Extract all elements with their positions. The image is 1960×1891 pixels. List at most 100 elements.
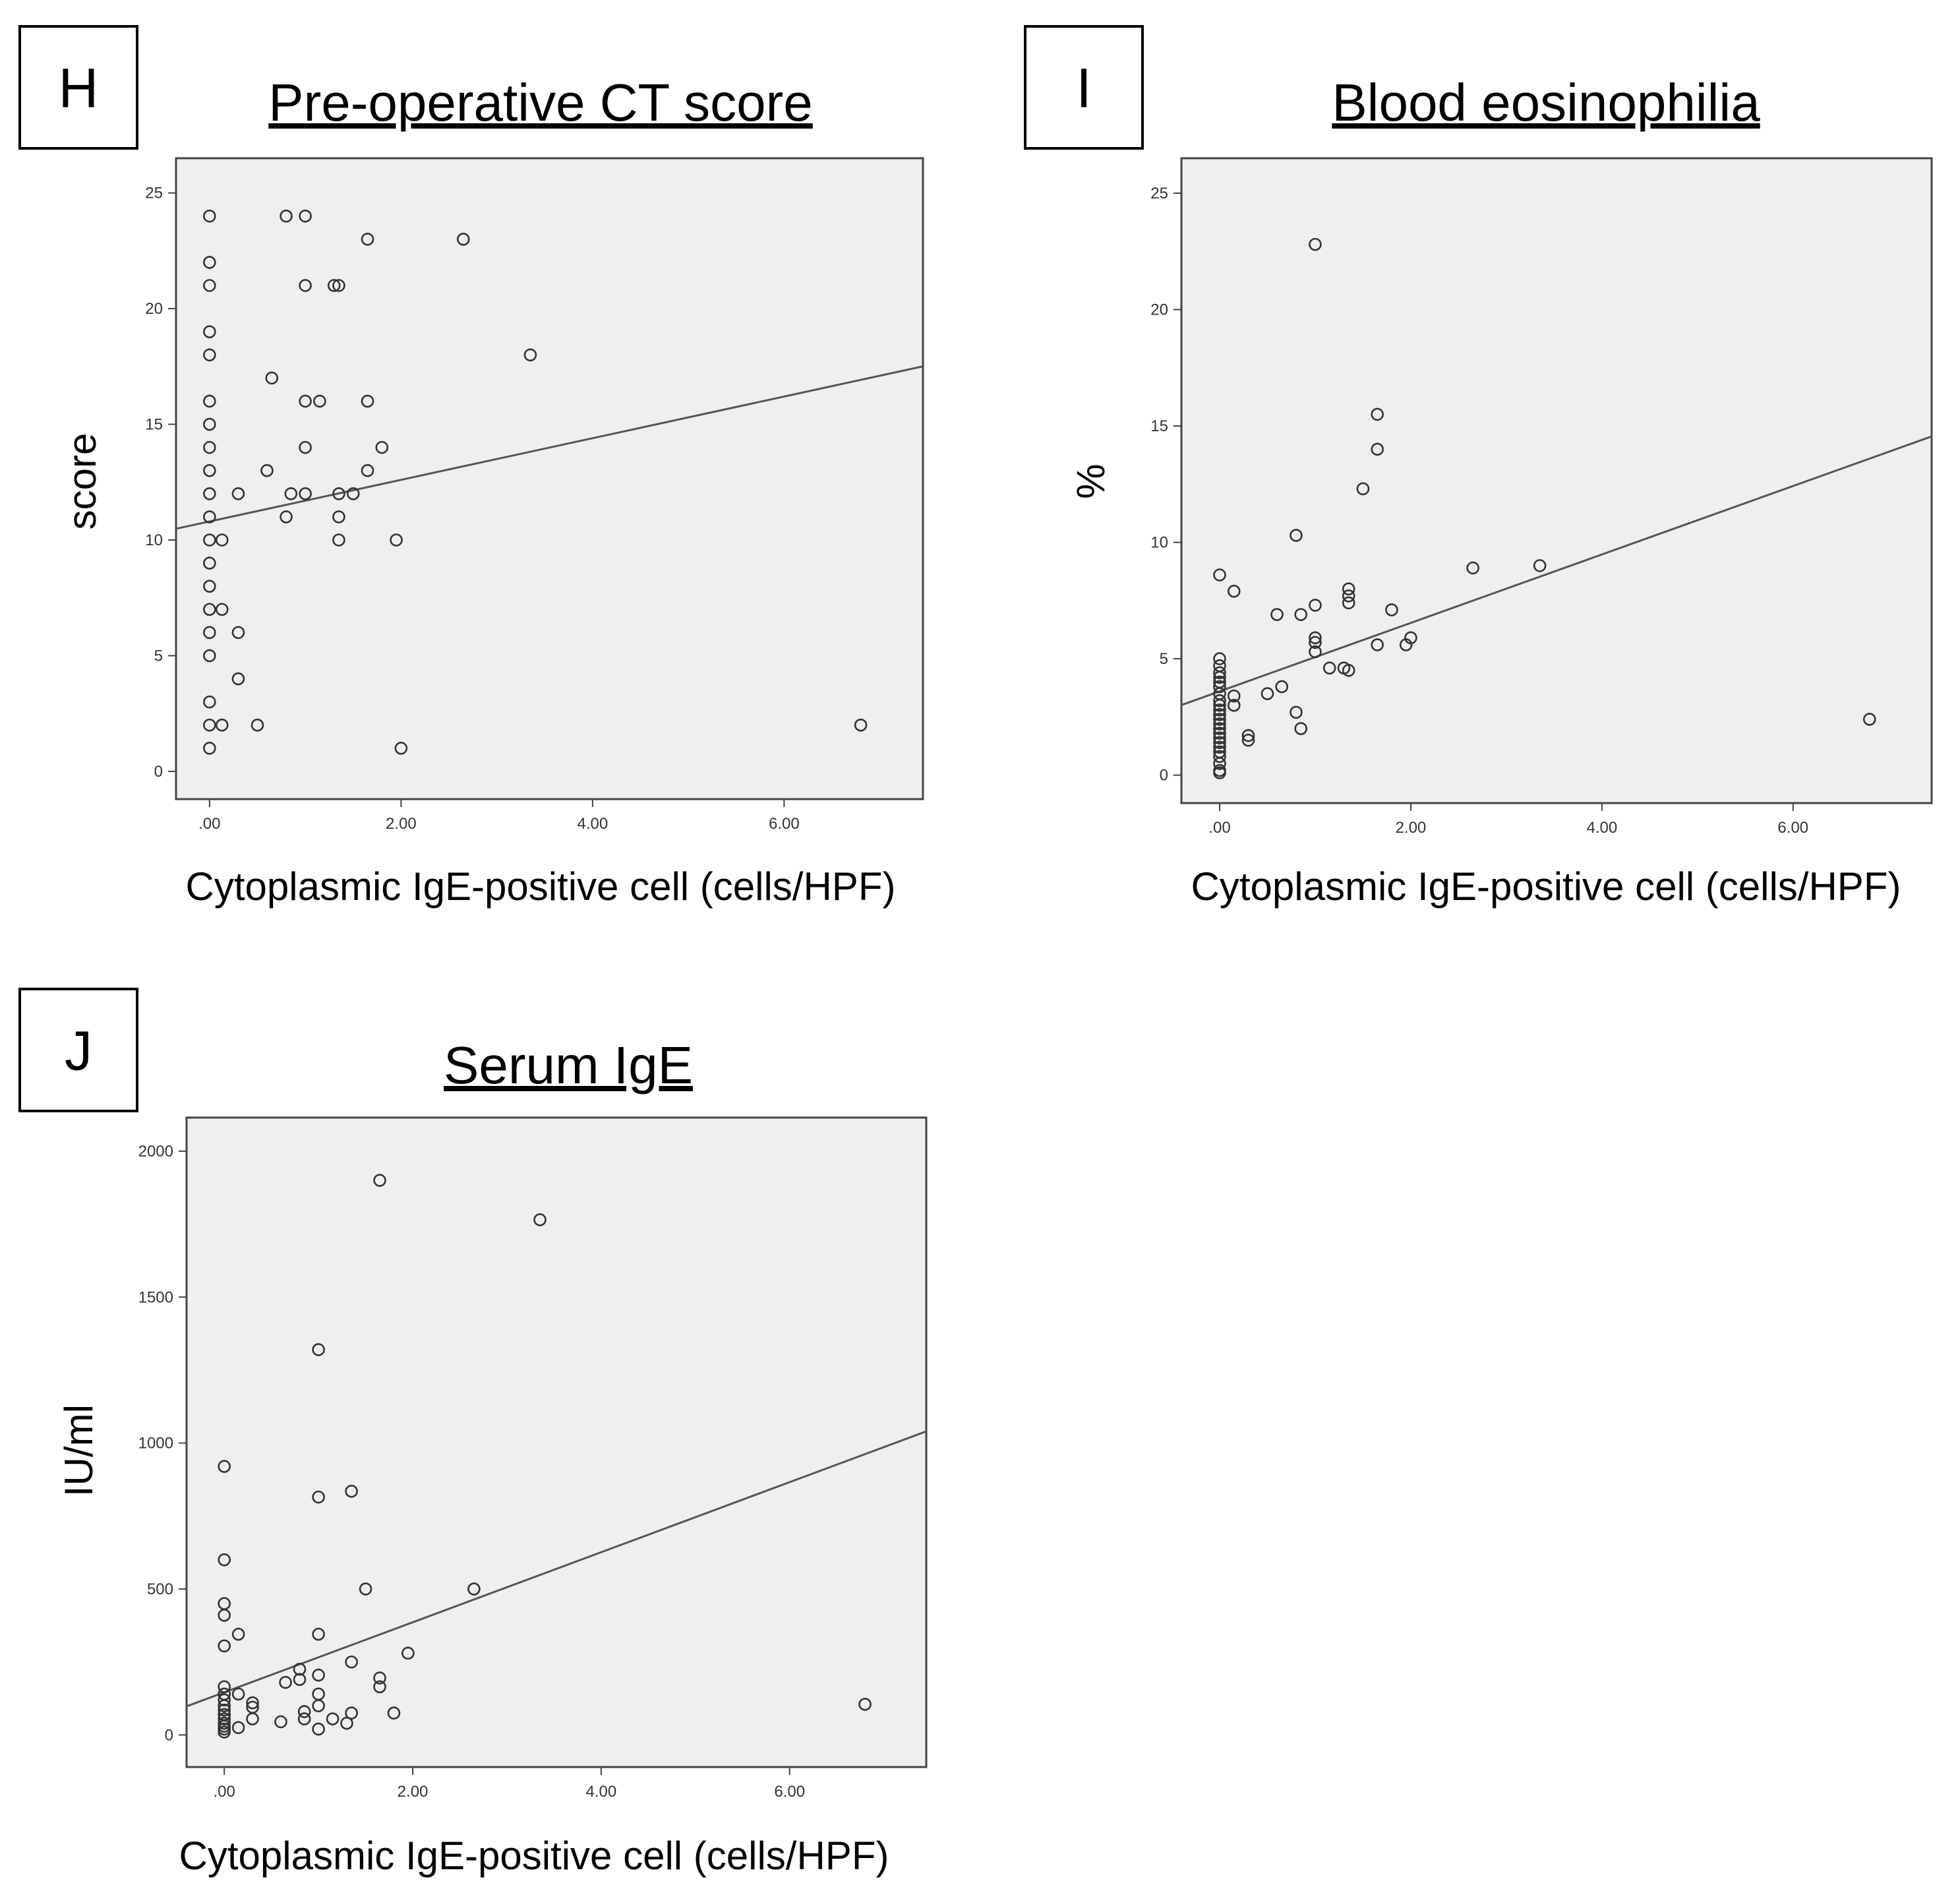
panel-i-data-point — [1213, 713, 1226, 726]
panel-i-ytick-label: 5 — [1160, 650, 1168, 668]
panel-j-data-point — [373, 1174, 386, 1187]
panel-i-fit-line — [1181, 435, 1932, 706]
panel-j-data-point — [373, 1671, 386, 1685]
panel-h-xtick-label: 2.00 — [386, 815, 417, 833]
panel-i-data-point — [1213, 680, 1226, 694]
panel-h-data-point — [203, 440, 216, 454]
panel-j-data-point — [312, 1627, 325, 1641]
panel-i-data-point — [1213, 750, 1226, 764]
panel-i-data-point — [1241, 733, 1255, 747]
panel-h-data-point — [203, 279, 216, 292]
panel-j-data-point — [218, 1680, 231, 1694]
panel-h-data-point — [456, 233, 470, 246]
panel-h-data-point — [231, 672, 245, 686]
panel-i-data-point — [1294, 608, 1308, 621]
panel-h-data-point — [332, 279, 345, 292]
panel-h-data-point — [215, 603, 229, 616]
panel-j-data-point — [340, 1716, 353, 1730]
panel-h-data-point — [284, 487, 298, 500]
panel-i-data-point — [1862, 713, 1876, 726]
panel-i-data-point — [1309, 237, 1322, 251]
panel-i-xtick-label: .00 — [1208, 819, 1230, 837]
panel-j-data-point — [359, 1582, 372, 1596]
panel-i-data-point — [1213, 717, 1226, 731]
panel-j-ytick-label: 0 — [165, 1726, 173, 1744]
panel-i-ytick-label: 20 — [1150, 301, 1168, 318]
panel-j-data-point — [218, 1608, 231, 1622]
panel-i-x-axis-label: Cytoplasmic IgE-positive cell (cells/HPF… — [1191, 864, 1901, 909]
panel-h-data-point — [332, 533, 345, 547]
panel-i-data-point — [1213, 708, 1226, 721]
panel-h-data-point — [375, 440, 389, 454]
panel-i-data-point — [1213, 731, 1226, 744]
panel-i-data-point — [1213, 652, 1226, 665]
panel-h-data-point — [203, 695, 216, 709]
panel-j-data-point — [467, 1582, 481, 1596]
panel-h-xtick-label: 6.00 — [769, 815, 800, 833]
panel-h-ytick-label: 25 — [145, 185, 163, 202]
panel-i-ytick-label: 10 — [1150, 534, 1168, 552]
panel-j-data-point — [312, 1668, 325, 1682]
panel-h-data-point — [203, 718, 216, 732]
panel-j-data-point — [326, 1712, 340, 1726]
panel-h-xtick-label: 4.00 — [578, 815, 609, 833]
panel-i-data-point — [1309, 599, 1322, 612]
panel-j-data-point — [312, 1343, 325, 1356]
panel-h-data-point — [332, 487, 345, 500]
panel-h-data-point — [361, 394, 374, 408]
panel-j-xtick-label: .00 — [213, 1783, 235, 1801]
panel-h-data-point — [280, 209, 293, 223]
panel-j-ytick-label: 1500 — [138, 1288, 173, 1306]
panel-i-ytick-label: 15 — [1150, 417, 1168, 435]
panel-h-data-point — [299, 440, 312, 454]
panel-j-letter: J — [65, 1020, 92, 1082]
panel-i-data-point — [1227, 698, 1241, 712]
panel-i-data-point — [1227, 689, 1241, 703]
panel-h-data-point — [265, 371, 279, 385]
panel-i-data-point — [1213, 736, 1226, 750]
panel-h-data-point — [523, 348, 537, 362]
panel-h-data-point — [203, 464, 216, 477]
panel-j-data-point — [218, 1712, 231, 1726]
panel-i-y-axis-label: % — [1069, 464, 1113, 498]
panel-h-letter: H — [59, 57, 99, 119]
panel-h-data-point — [361, 233, 374, 246]
panel-i-data-point — [1261, 687, 1274, 700]
panel-i-data-point — [1290, 529, 1303, 542]
panel-h-data-point — [299, 279, 312, 292]
panel-h-data-point — [332, 510, 345, 524]
panel-i-data-point — [1241, 729, 1255, 742]
panel-h-data-point — [299, 209, 312, 223]
panel-i-data-point — [1385, 603, 1398, 616]
panel-h-data-point — [203, 325, 216, 338]
panel-h-y-axis-label: score — [60, 433, 104, 530]
panel-j-data-point — [231, 1721, 245, 1735]
panel-i-data-point — [1342, 589, 1355, 603]
panel-j-title: Serum IgE — [444, 1036, 693, 1095]
panel-h-letter-box — [18, 25, 138, 150]
panel-j-xtick-label: 4.00 — [586, 1783, 617, 1801]
panel-i-data-point — [1356, 482, 1370, 496]
panel-i-data-point — [1290, 705, 1303, 719]
panel-i-letter: I — [1076, 57, 1091, 119]
panel-h-data-point — [203, 742, 216, 755]
panel-j-ytick-label: 1000 — [138, 1435, 173, 1453]
panel-j-data-point — [533, 1213, 547, 1226]
panel-i-data-point — [1213, 722, 1226, 735]
panel-i-data-point — [1213, 671, 1226, 684]
panel-h-data-point — [203, 256, 216, 269]
panel-i-data-point — [1309, 631, 1322, 645]
panel-i-data-point — [1322, 661, 1336, 675]
panel-h-data-point — [215, 718, 229, 732]
panel-h-data-point — [203, 580, 216, 593]
panel-i-data-point — [1213, 703, 1226, 717]
panel-i-data-point — [1371, 638, 1384, 651]
panel-h-data-point — [203, 348, 216, 362]
panel-h-data-point — [203, 487, 216, 500]
panel-j-data-point — [218, 1693, 231, 1706]
panel-j-data-point — [218, 1699, 231, 1712]
panel-j-data-point — [231, 1627, 245, 1641]
panel-h-data-point — [854, 718, 868, 732]
panel-j-data-point — [297, 1705, 311, 1718]
